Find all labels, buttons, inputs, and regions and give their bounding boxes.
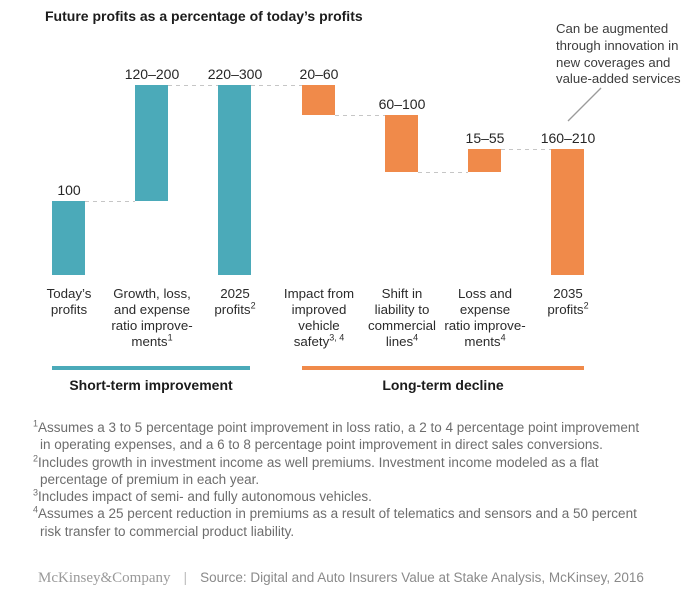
footer: McKinsey&Company | Source: Digital and A… [38, 569, 644, 587]
footer-separator: | [183, 569, 188, 585]
value-label: 60–100 [378, 96, 426, 112]
page-title: Future profits as a percentage of today’… [45, 8, 363, 24]
connector-line [168, 85, 218, 86]
mckinsey-logo: McKinsey&Company [38, 570, 171, 586]
connector-line [85, 201, 135, 202]
value-label: 20–60 [299, 66, 339, 82]
footnote-1: 1Assumes a 3 to 5 percentage point impro… [33, 418, 640, 453]
bar-growth-improvements [135, 85, 168, 201]
bar-todays-profits [52, 201, 85, 275]
value-label: 100 [57, 182, 81, 198]
axis-label-loss-expense: Loss and expense ratio improve- ments4 [444, 286, 526, 349]
axis-label-growth-improvements: Growth, loss, and expense ratio improve-… [111, 286, 193, 349]
section-label-long-term: Long-term decline [382, 377, 504, 393]
connector-line [418, 172, 468, 173]
axis-label-2035-profits: 2035 profits2 [547, 286, 589, 317]
bar-liability-shift [385, 115, 418, 172]
axis-label-todays-profits: Today’s profits [46, 286, 92, 317]
connector-line [251, 85, 302, 86]
bar-loss-expense-improvements [468, 149, 501, 172]
value-label: 160–210 [540, 130, 596, 146]
value-label: 220–300 [207, 66, 263, 82]
bar-2025-profits [218, 85, 251, 275]
source-text: Source: Digital and Auto Insurers Value … [200, 570, 644, 585]
short-term-rule [52, 366, 250, 370]
bar-vehicle-safety-impact [302, 85, 335, 115]
axis-label-2025-profits: 2025 profits2 [214, 286, 256, 317]
annotation-note: Can be augmented through innovation in n… [556, 21, 681, 87]
value-label: 15–55 [465, 130, 505, 146]
footnote-3: 3Includes impact of semi- and fully auto… [33, 487, 372, 505]
long-term-rule [302, 366, 584, 370]
axis-label-liability-shift: Shift in liability to commercial lines4 [368, 286, 436, 349]
connector-line [335, 115, 385, 116]
bar-2035-profits [551, 149, 584, 275]
axis-label-vehicle-safety: Impact from improved vehicle safety3, 4 [283, 286, 355, 349]
footnotes: 1Assumes a 3 to 5 percentage point impro… [33, 419, 645, 540]
section-label-short-term: Short-term improvement [69, 377, 233, 393]
value-label: 120–200 [124, 66, 180, 82]
connector-line [501, 149, 551, 150]
footnote-2: 2Includes growth in investment income as… [33, 453, 599, 487]
footnote-4: 4Assumes a 25 percent reduction in premi… [33, 504, 637, 539]
